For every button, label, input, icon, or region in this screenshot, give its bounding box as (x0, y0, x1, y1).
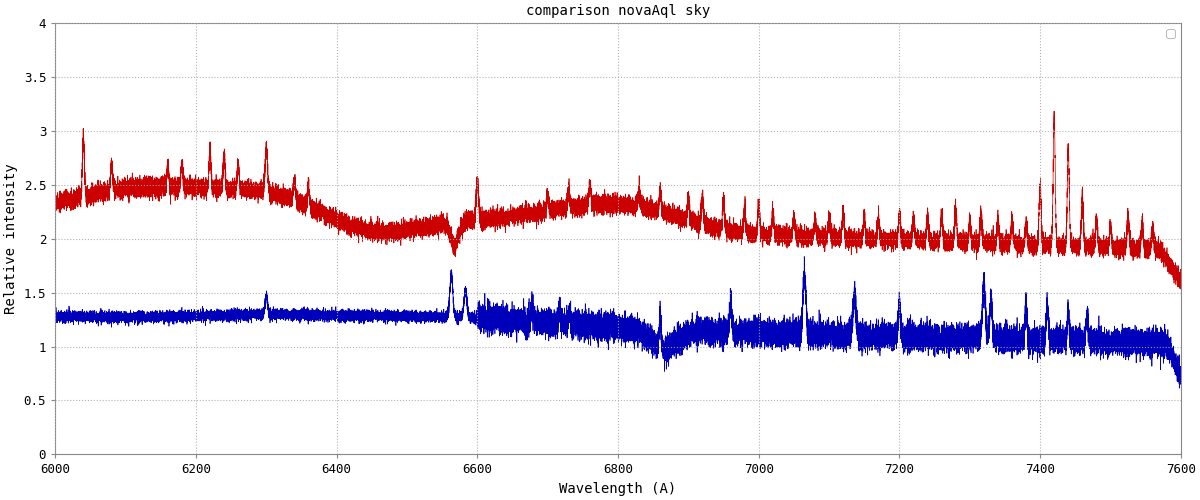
Legend:  (1166, 29, 1175, 38)
Title: comparison novaAql sky: comparison novaAql sky (526, 4, 710, 18)
X-axis label: Wavelength (A): Wavelength (A) (559, 482, 677, 496)
Y-axis label: Relative intensity: Relative intensity (4, 164, 18, 314)
